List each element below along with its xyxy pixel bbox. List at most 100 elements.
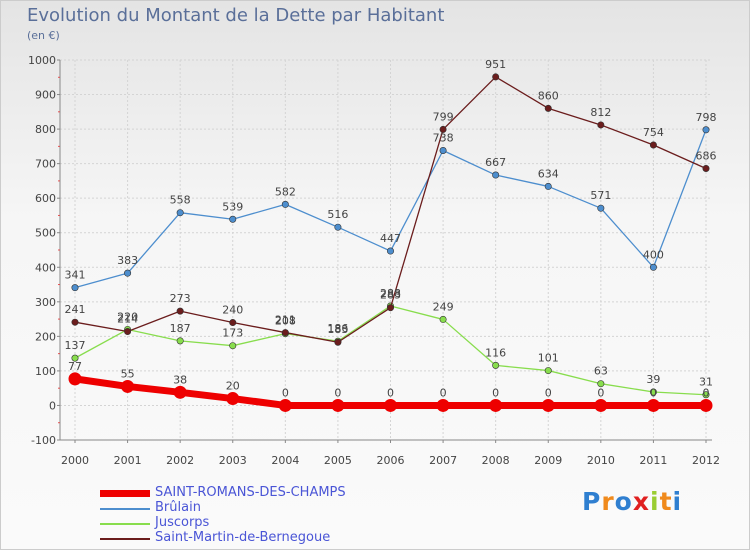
data-label: 799	[433, 110, 454, 123]
data-label: 31	[699, 376, 713, 389]
data-label: 0	[650, 386, 657, 399]
data-point	[176, 307, 184, 315]
data-point	[124, 269, 132, 277]
legend-label: SAINT-ROMANS-DES-CHAMPS	[155, 485, 346, 500]
data-point	[597, 121, 605, 129]
data-point	[492, 361, 500, 369]
legend-swatch	[100, 538, 150, 540]
x-tick-label: 2000	[61, 454, 89, 467]
data-label: 273	[170, 292, 191, 305]
x-tick-label: 2009	[534, 454, 562, 467]
legend-item: Brûlain	[100, 500, 400, 516]
data-label: 186	[327, 322, 348, 335]
chart-title: Evolution du Montant de la Dette par Hab…	[27, 5, 445, 26]
data-point	[702, 164, 710, 172]
x-tick-label: 2001	[114, 454, 142, 467]
data-label: 686	[696, 149, 717, 162]
y-tick-label: 500	[35, 227, 56, 240]
data-point	[68, 372, 82, 386]
data-label: 400	[643, 248, 664, 261]
proxiti-logo: Proxiti	[582, 487, 683, 516]
data-point	[646, 398, 660, 412]
data-label: 116	[485, 346, 506, 359]
data-point	[121, 379, 135, 393]
data-point	[544, 182, 552, 190]
data-point	[649, 141, 657, 149]
legend-swatch	[100, 490, 150, 497]
data-point	[173, 385, 187, 399]
x-tick-label: 2003	[219, 454, 247, 467]
data-point	[226, 392, 240, 406]
data-point	[71, 318, 79, 326]
data-label: 539	[222, 200, 243, 213]
data-point	[124, 328, 132, 336]
data-label: 220	[117, 310, 138, 323]
y-tick-label: 900	[35, 89, 56, 102]
data-point	[334, 338, 342, 346]
data-label: 214	[117, 313, 138, 326]
data-label: 558	[170, 194, 191, 207]
data-label: 860	[538, 89, 559, 102]
y-tick-label: 300	[35, 296, 56, 309]
data-label: 20	[226, 380, 240, 393]
data-point	[386, 247, 394, 255]
legend: SAINT-ROMANS-DES-CHAMPS Brûlain Juscorps…	[100, 485, 400, 546]
y-tick-label: 800	[35, 123, 56, 136]
data-point	[699, 398, 713, 412]
data-label: 341	[65, 269, 86, 282]
data-label: 39	[646, 373, 660, 386]
data-label: 754	[643, 126, 664, 139]
data-label: 582	[275, 185, 296, 198]
data-point	[71, 354, 79, 362]
data-point	[439, 315, 447, 323]
legend-item: Juscorps	[100, 515, 400, 531]
y-tick-label: 0	[49, 399, 56, 412]
data-label: 101	[538, 352, 559, 365]
data-label: 240	[222, 304, 243, 317]
data-point	[229, 319, 237, 327]
data-label: 634	[538, 167, 559, 180]
data-label: 288	[380, 287, 401, 300]
data-label: 383	[117, 254, 138, 267]
data-label: 0	[545, 386, 552, 399]
x-tick-label: 2002	[166, 454, 194, 467]
data-label: 571	[590, 189, 611, 202]
data-point	[544, 104, 552, 112]
data-point	[278, 398, 292, 412]
legend-label: Brûlain	[155, 500, 201, 515]
legend-swatch	[100, 523, 150, 525]
data-point	[229, 342, 237, 350]
data-point	[649, 263, 657, 271]
data-point	[71, 284, 79, 292]
data-label: 447	[380, 232, 401, 245]
x-tick-label: 2012	[692, 454, 720, 467]
data-point	[649, 388, 657, 396]
data-label: 812	[590, 106, 611, 119]
data-point	[281, 329, 289, 337]
y-tick-label: 1000	[28, 54, 56, 67]
x-tick-label: 2010	[587, 454, 615, 467]
data-point	[439, 125, 447, 133]
y-tick-label: -100	[31, 434, 56, 447]
data-point	[439, 147, 447, 155]
data-point	[702, 126, 710, 134]
data-label: 208	[275, 315, 296, 328]
legend-item: SAINT-ROMANS-DES-CHAMPS	[100, 485, 400, 501]
data-label: 951	[485, 58, 506, 71]
y-tick-label: 100	[35, 365, 56, 378]
data-point	[331, 398, 345, 412]
data-label: 173	[222, 327, 243, 340]
data-label: 38	[173, 373, 187, 386]
data-point	[384, 398, 397, 412]
data-point	[176, 209, 184, 217]
data-point	[176, 337, 184, 345]
data-label: 137	[65, 339, 86, 352]
data-label: 55	[121, 367, 135, 380]
y-tick-label: 400	[35, 261, 56, 274]
data-label: 63	[594, 365, 608, 378]
x-tick-label: 2006	[377, 454, 405, 467]
data-label: 516	[327, 208, 348, 221]
data-point	[489, 398, 503, 412]
y-tick-label: 700	[35, 158, 56, 171]
